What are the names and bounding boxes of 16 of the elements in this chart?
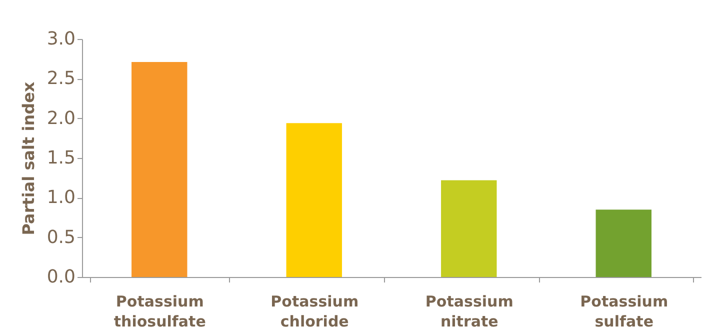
bar: [132, 62, 188, 277]
x-tick-label: Potassium thiosulfate: [114, 292, 206, 330]
y-tick-label: 1.0: [46, 187, 76, 208]
x-tick-label: Potassium nitrate: [425, 292, 514, 330]
bar: [596, 210, 652, 277]
y-tick-label: 1.5: [46, 148, 76, 168]
y-tick-label: 2.0: [46, 108, 76, 129]
bar: [286, 123, 342, 277]
x-tick-label: Potassium chloride: [270, 292, 359, 330]
y-tick-label: 2.5: [46, 68, 76, 90]
x-tick-label: Potassium sulfate: [580, 292, 668, 330]
bar: [441, 180, 497, 277]
y-tick-label: 0.5: [46, 226, 76, 248]
y-tick-label: 3.0: [46, 28, 76, 50]
y-axis-title: Partial salt index: [18, 81, 38, 236]
y-tick-label: 0.0: [46, 266, 76, 288]
